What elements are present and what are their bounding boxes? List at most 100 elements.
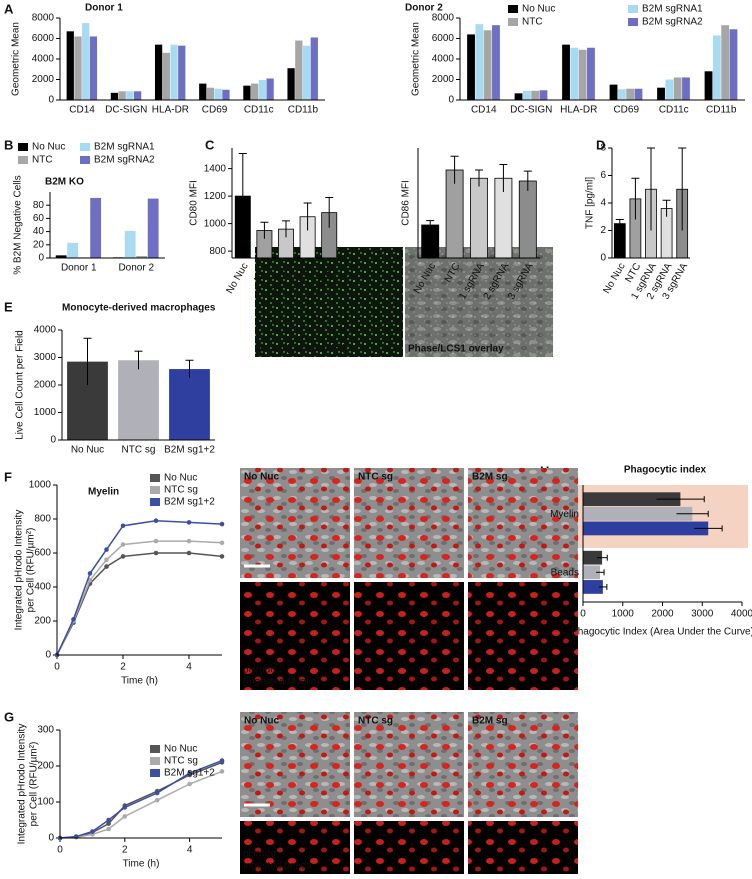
y-axis-label: CD86 MFI [401,180,412,226]
y-tick-label: 200 [37,761,54,772]
x-tick-label: HLA-DR [560,105,597,116]
marker [219,540,225,546]
bar [514,93,523,100]
panel-letter: B [4,137,13,152]
marker [71,617,76,622]
y-tick-label: 80 [33,200,45,211]
bar [613,223,626,259]
marker [153,518,159,523]
y-tick-label: 8000 [32,13,55,24]
bar [133,91,142,100]
y-tick-label: 20 [33,239,45,250]
legend-label: B2M sgRNA2 [642,17,703,28]
y-tick-label: 0 [600,253,606,264]
bar [266,78,274,100]
bar [583,580,603,594]
image-label: LCS1 (Live Nuclei) [258,344,346,355]
y-axis-label: Integrated pHrodo Intensity [17,724,28,845]
bar [169,369,210,440]
line [56,519,223,656]
image-label: pHrodo [243,849,276,860]
y-tick-label: 40 [33,226,45,237]
y-tick-label: Beads [551,567,579,578]
image-label: (Ingested Myelin) [243,677,320,688]
marker [154,790,160,796]
x-tick-label: CD14 [69,105,95,116]
y-tick-label: 2000 [34,380,57,391]
micrograph [468,468,578,578]
legend-swatch [150,498,160,506]
legend-swatch [150,769,160,777]
bar [729,29,738,100]
legend-label: No Nuc [32,142,65,153]
image-label: No Nuc [244,472,279,483]
bar [721,25,730,100]
micrograph [468,582,578,690]
bar [67,242,79,258]
y-tick-label: 1400 [204,163,227,174]
y-tick-label: 2 [600,225,606,236]
marker [186,520,192,525]
bar [657,87,665,100]
image-label: B2M sg [472,472,508,483]
legend-swatch [80,156,90,164]
y-tick-label: 0 [448,95,454,106]
x-tick-label: NTC sg [122,445,156,456]
bar [154,44,163,100]
y-tick-label: 300 [37,725,54,736]
image-label: NTC sg [358,716,393,727]
bar [492,25,500,100]
x-tick-label: 2 [120,662,126,673]
bar [518,180,537,259]
legend-label: NTC [32,155,53,166]
x-tick-label: Donor 2 [118,263,154,274]
bar [74,36,82,100]
marker [87,577,93,583]
legend-swatch [150,474,160,482]
legend-label: B2M sg1+2 [164,497,215,508]
marker [154,797,160,803]
bar [178,45,186,100]
bar [583,521,709,536]
chart-title: Donor 2 [405,3,443,14]
panel-letter: A [4,1,14,16]
bar [626,88,635,100]
bar [475,24,484,100]
marker [104,547,109,552]
x-axis-label: Time (h) [123,859,160,870]
legend-swatch [508,18,518,26]
x-axis-label: Time (h) [121,676,158,687]
x-tick-label: CD11c [244,105,274,116]
chart-title: Myelin [88,487,119,498]
bar [531,90,540,100]
bar [89,36,98,100]
marker [219,769,225,774]
y-tick-label: 200 [34,616,51,627]
legend-swatch [150,486,160,494]
bar [118,360,159,440]
y-tick-label: 8000 [432,13,455,24]
x-tick-label: 1000 [612,609,635,620]
bar [295,40,303,100]
bar [483,30,492,100]
image-label: Phase/LCS1 overlay [408,344,504,355]
marker [187,770,192,776]
image-label: NTC sg [358,472,393,483]
image-label: B2M sg [472,716,508,727]
legend-label: No Nuc [164,744,197,755]
y-tick-label: 0 [50,435,56,446]
marker [90,829,95,834]
marker [153,538,159,544]
chart-title: Phagocytic index [624,465,707,476]
panel-letter: F [4,469,12,484]
bar [587,47,595,100]
marker [187,781,192,787]
x-tick-label: 0 [580,609,586,620]
bar [421,224,440,259]
y-tick-label: 2000 [432,74,455,85]
marker [122,805,128,810]
bar [66,31,74,101]
x-axis-label: Phagocytic Index (Area Under the Curve) [571,627,752,638]
bar [617,89,626,100]
legend-swatch [80,143,90,151]
